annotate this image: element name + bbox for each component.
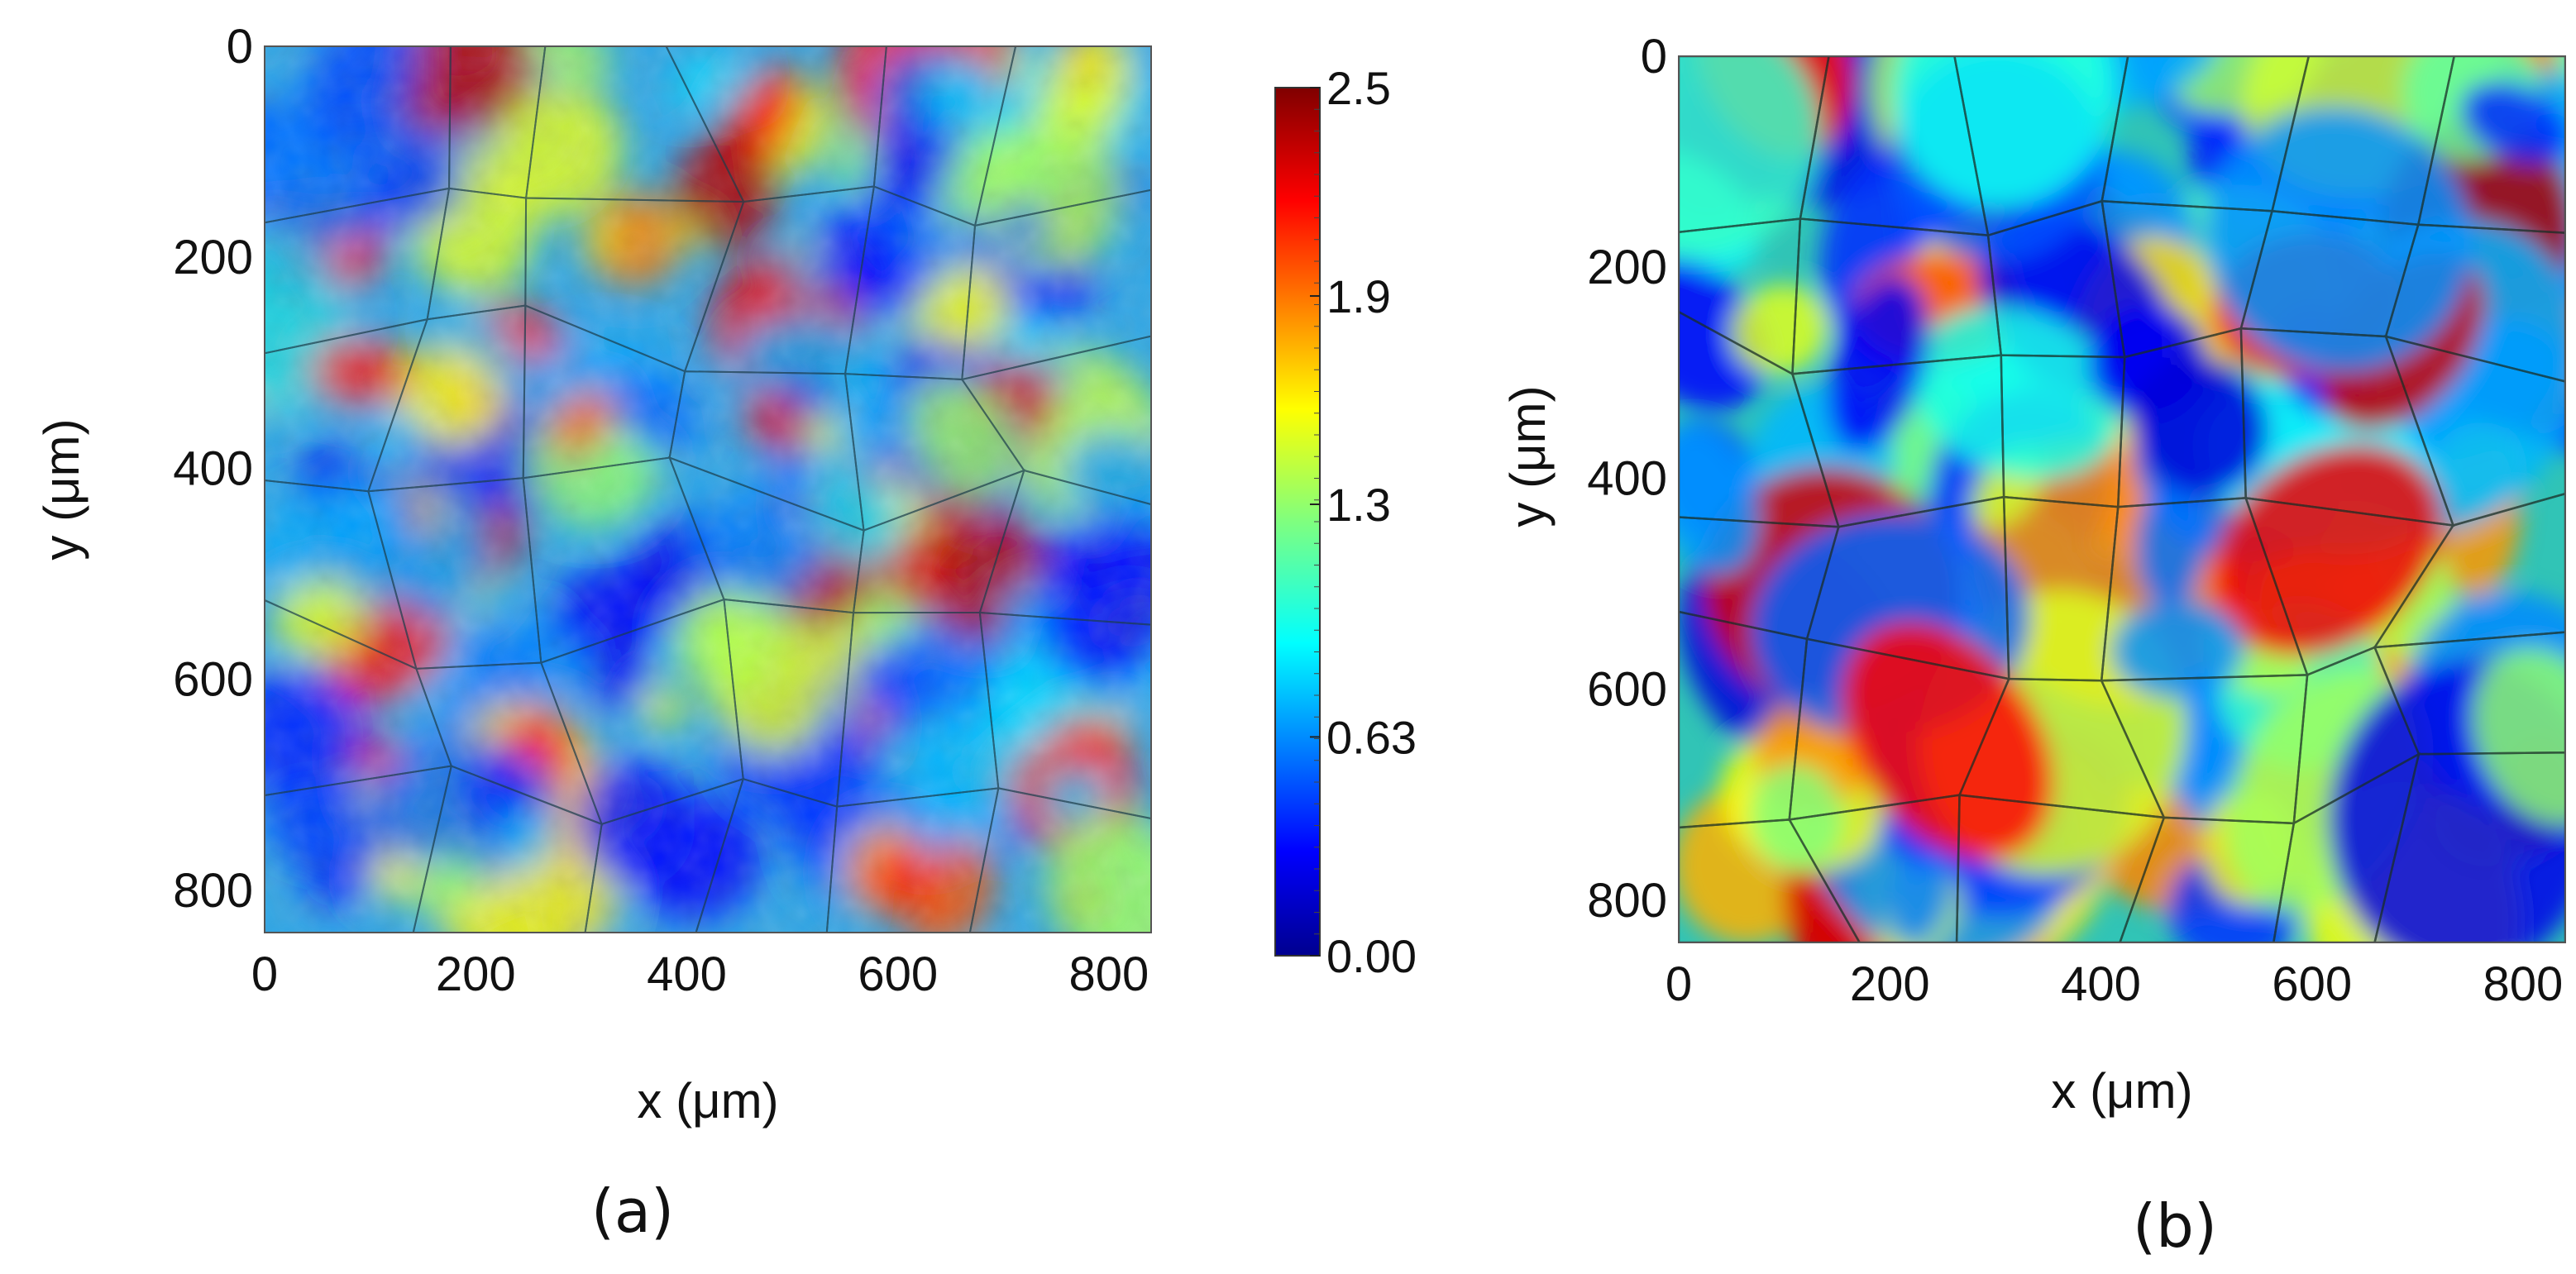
panel-b-grain-boundary <box>2373 631 2565 756</box>
panel-b-grain-boundary <box>2119 816 2296 942</box>
panel-b-field-patch <box>2211 443 2443 657</box>
panel-b-grain-boundary <box>2373 492 2565 649</box>
panel-b-grain-boundary <box>2373 751 2565 942</box>
panel-b-xlabel: x (μm) <box>2051 1063 2192 1119</box>
panel-a-xtick-label: 200 <box>436 947 516 1001</box>
panel-a-ytick-label: 600 <box>173 653 253 707</box>
panel-b-field-patch <box>1679 258 1769 410</box>
colorbar-ramp <box>1274 87 1321 957</box>
colorbar-tick-label: 0.63 <box>1326 711 1417 763</box>
panel-b-xtick-label: 0 <box>1666 957 1692 1011</box>
colorbar: 2.5 1.9 1.3 0.63 0.00 <box>1274 62 1417 982</box>
panel-a-ytick-label: 800 <box>173 864 253 918</box>
panel-b-field-patch <box>1911 306 2124 480</box>
panel-b-xtick-label: 200 <box>1850 957 1930 1011</box>
panel-b-field-patch <box>1891 56 2117 208</box>
panel-b-grain-boundary <box>1955 794 2166 942</box>
panel-a-grain-boundary <box>265 765 453 933</box>
panel-b-ytick-label: 400 <box>1587 451 1667 505</box>
panel-a-grain-boundary <box>968 787 1151 933</box>
panel-b-field-patch <box>2205 107 2473 373</box>
panel-b-field-patch <box>1679 56 1820 259</box>
panel-a-ytick-label: 200 <box>173 231 253 284</box>
panel-b-ytick-label: 0 <box>1641 30 1667 84</box>
colorbar-tick-label: 1.9 <box>1326 270 1391 322</box>
panel-a-xtick-label: 0 <box>251 947 278 1001</box>
panel-a-grain-boundary <box>978 611 1151 820</box>
panel-a-xtick-label: 800 <box>1069 947 1149 1001</box>
panel-b-frame <box>1678 55 2566 943</box>
colorbar-tick-label: 2.5 <box>1326 62 1391 114</box>
panel-b-grain-boundary <box>1679 818 1862 942</box>
panel-a-label: (a) <box>591 1176 674 1246</box>
panel-b-field-patch <box>2472 648 2565 825</box>
panel-a-grain-boundary <box>978 469 1151 626</box>
panel-b: 0 200 400 600 800 0 200 400 600 800 x (μm) y (μm… <box>1500 30 2566 1261</box>
panel-a-ytick-label: 0 <box>227 20 253 74</box>
panel-a-grain-boundary <box>825 787 1000 933</box>
panel-a: 0 200 400 600 800 0 200 400 600 800 x (μm) y (μm… <box>34 20 1152 1246</box>
panel-a-grain-boundary <box>960 335 1151 506</box>
panel-a-grain-boundary <box>961 188 1151 381</box>
panel-b-grain-boundary <box>2416 56 2565 234</box>
panel-b-ytick-label: 600 <box>1587 663 1667 717</box>
panel-a-xlabel: x (μm) <box>637 1073 778 1128</box>
panel-b-field-patch <box>2130 355 2268 497</box>
colorbar-tick-label: 0.00 <box>1326 930 1417 982</box>
panel-b-field-patch <box>1889 856 1952 942</box>
panel-b-field-patch <box>1679 423 1760 576</box>
panel-a-grain-boundary <box>695 777 839 933</box>
panel-b-ytick-label: 800 <box>1587 874 1667 928</box>
panel-b-xtick-label: 800 <box>2483 957 2564 1011</box>
panel-a-ylabel: y (μm) <box>34 418 89 560</box>
panel-b-grain-boundary <box>2273 752 2421 942</box>
panel-b-field-patch <box>2110 600 2245 699</box>
panel-a-frame <box>264 45 1152 933</box>
panel-a-grain-boundary <box>584 777 745 933</box>
panel-a-grain-boundary <box>973 46 1151 227</box>
panel-a-xtick-label: 600 <box>858 947 938 1001</box>
panel-b-grain-boundary <box>1787 794 1961 942</box>
panel-b-field-patch <box>1827 275 1929 452</box>
panel-b-xtick-label: 600 <box>2272 957 2352 1011</box>
panel-b-field-patch <box>2460 82 2565 165</box>
panel-b-field-patch <box>1732 284 1829 375</box>
colorbar-tick-label: 1.3 <box>1326 479 1391 531</box>
panel-b-grain-boundary <box>2384 223 2565 383</box>
panel-b-grain-boundary <box>2384 335 2565 527</box>
panel-a-heatmap <box>265 46 1151 933</box>
panel-a-grain-boundary <box>412 765 603 933</box>
panel-b-heatmap <box>1679 56 2565 942</box>
panel-b-field-patch <box>2134 480 2207 607</box>
panel-b-label: (b) <box>2133 1191 2217 1261</box>
panel-a-xtick-label: 400 <box>647 947 727 1001</box>
panel-b-ylabel: y (μm) <box>1500 385 1556 527</box>
panel-b-ytick-label: 200 <box>1587 241 1667 294</box>
panel-b-xtick-label: 400 <box>2061 957 2141 1011</box>
panel-a-ytick-label: 400 <box>173 441 253 495</box>
